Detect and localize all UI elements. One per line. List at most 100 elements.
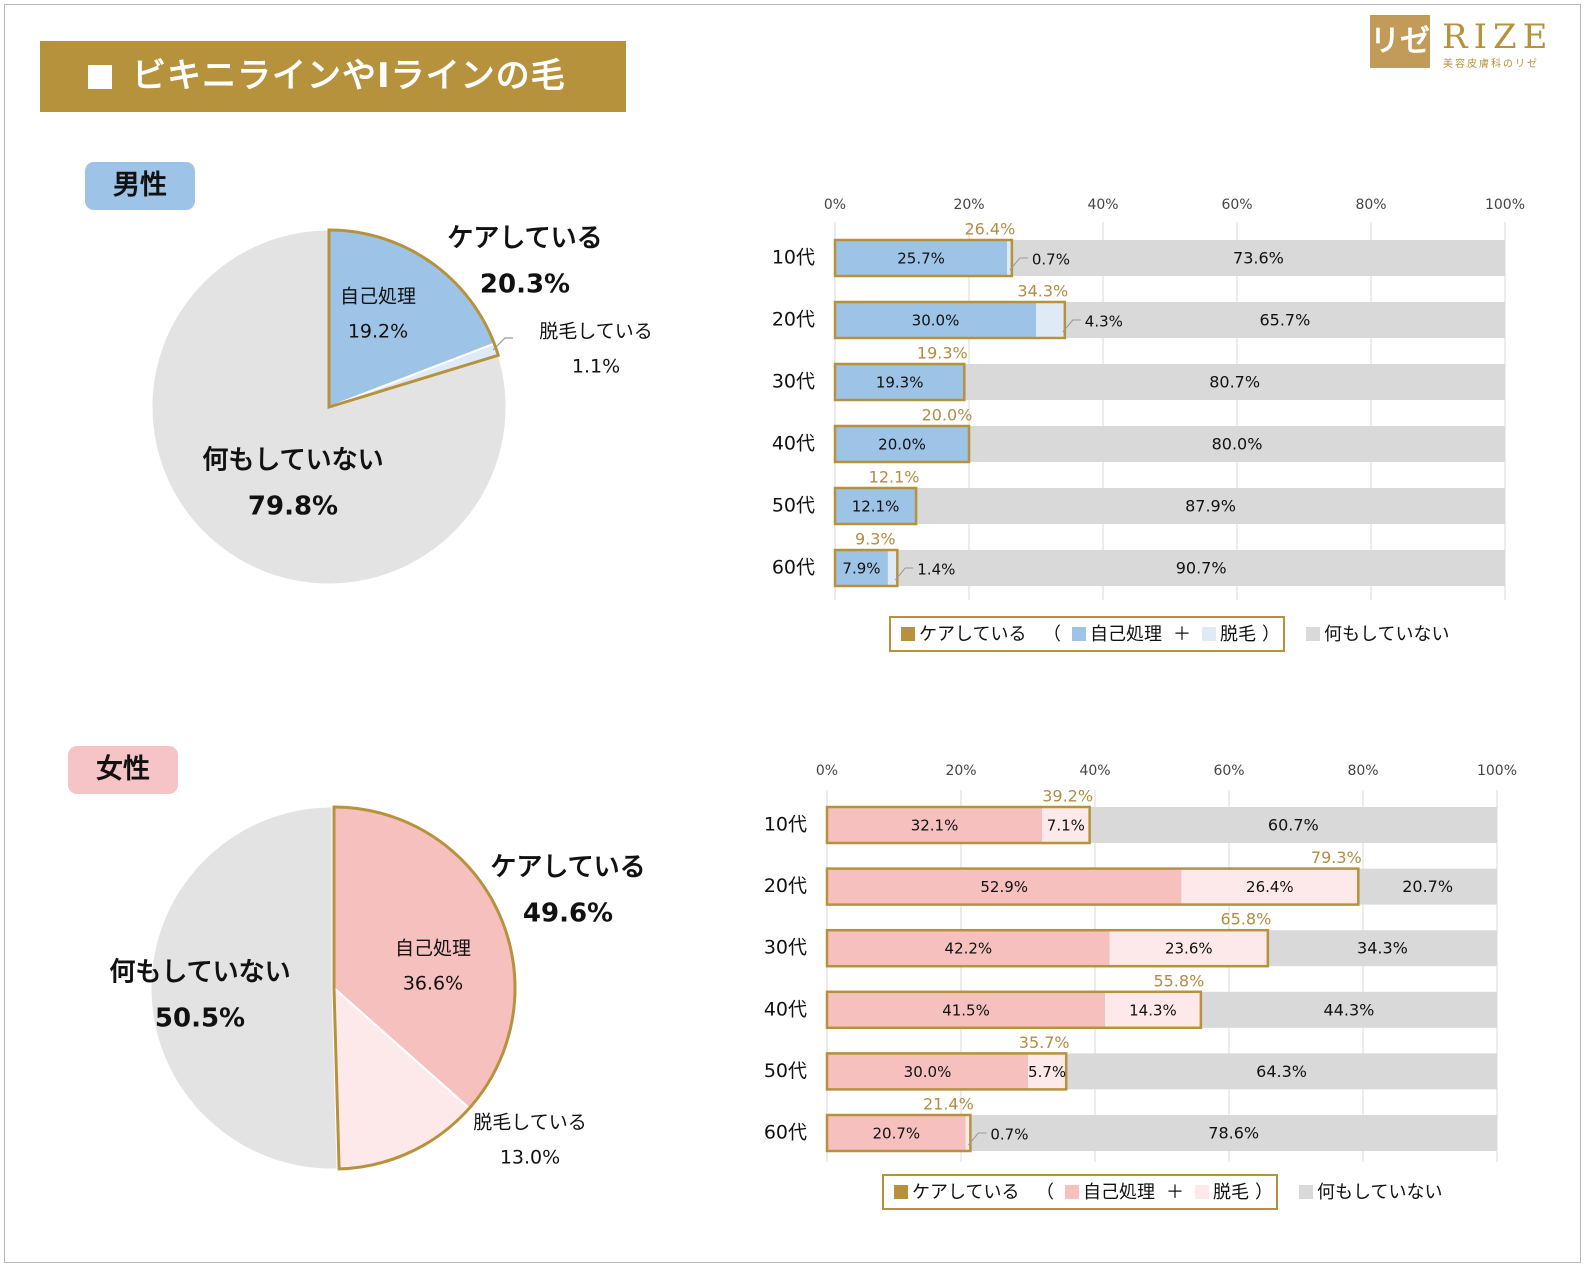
- female-bar-bar-removal: [1105, 991, 1201, 1028]
- female-bar-legend-self-label: 自己処理: [1083, 1182, 1155, 1203]
- male-pie-care-label: ケアしている: [447, 224, 602, 254]
- male-bar-bar-removal: [1036, 302, 1065, 338]
- female-bar-removal-value: 0.7%: [990, 1126, 1028, 1144]
- female-bar-legend-care-box: [882, 1174, 1278, 1210]
- female-bar-removal-value: 7.1%: [1047, 817, 1085, 835]
- female-bar-removal-value: 5.7%: [1028, 1063, 1066, 1081]
- male-bar-bar-care-outline: [833, 486, 918, 526]
- female-bar-self-value: 41.5%: [942, 1001, 990, 1019]
- female-bar-self-value: 32.1%: [911, 817, 959, 835]
- female-bar-legend-care-swatch: [894, 1185, 908, 1199]
- male-bar-legend-none-label: 何もしていない: [1324, 624, 1449, 645]
- female-bar-bar-none: [970, 1115, 1497, 1151]
- male-bar-removal-leader-line: [1009, 257, 1028, 271]
- female-bar-bar-self: [827, 868, 1182, 905]
- male-bar-bar-care-outline: [833, 424, 971, 464]
- male-pie-self-label: 自己処理: [340, 286, 416, 308]
- female-bar-self-value: 42.2%: [945, 940, 993, 958]
- female-bar-bar-removal: [1042, 807, 1090, 843]
- female-bar-none-value: 44.3%: [1324, 1000, 1375, 1019]
- female-bar-legend-none-label: 何もしていない: [1317, 1182, 1442, 1203]
- male-bar-legend-plus: ＋: [1173, 624, 1191, 645]
- male-bar-bar-none: [1011, 240, 1505, 276]
- female-bar-removal-value: 14.3%: [1129, 1001, 1177, 1019]
- female-bar-x-tick: 60%: [1213, 763, 1244, 779]
- female-bar-bar-self: [827, 1053, 1028, 1090]
- female-bar-none-value: 20.7%: [1402, 877, 1453, 896]
- male-bar-none-value: 65.7%: [1259, 311, 1310, 330]
- male-bar-category-label: 20代: [772, 309, 815, 331]
- female-bar-care-total: 39.2%: [1042, 787, 1093, 806]
- male-bar-removal-leader-line: [894, 567, 914, 581]
- male-bar-bar-self: [835, 364, 965, 400]
- male-bar-legend-removal-swatch: [1202, 627, 1216, 641]
- male-bar-bar-none: [964, 364, 1505, 400]
- female-bar-none-value: 34.3%: [1357, 939, 1408, 958]
- female-bar-x-tick: 0%: [816, 763, 838, 779]
- female-bar-bar-self: [827, 807, 1043, 843]
- male-bar-bar-none: [1064, 302, 1505, 338]
- male-bar-self-value: 7.9%: [842, 560, 880, 578]
- male-bar-bar-self: [835, 426, 969, 462]
- male-bar-removal-leader-line: [1062, 319, 1081, 333]
- male-bar-x-tick: 20%: [953, 197, 984, 213]
- female-bar-care-total: 21.4%: [923, 1095, 974, 1114]
- male-bar-bar-removal: [1007, 240, 1012, 276]
- male-bar-bar-self: [835, 488, 917, 524]
- female-bar-legend-paren-close: ）: [1255, 1182, 1273, 1203]
- female-bar-category-label: 10代: [764, 814, 807, 836]
- female-pie-none-label: 何もしていない: [109, 958, 290, 988]
- male-bar-care-total: 26.4%: [964, 220, 1015, 239]
- male-bar-legend-care-swatch: [901, 627, 915, 641]
- male-bar-none-value: 87.9%: [1185, 497, 1236, 516]
- male-bar-none-value: 90.7%: [1176, 559, 1227, 578]
- figure-frame: [4, 4, 1581, 1263]
- female-bar-bar-removal: [1109, 930, 1268, 967]
- female-bar-category-label: 30代: [764, 937, 807, 959]
- male-bar-care-total: 12.1%: [869, 468, 920, 487]
- female-pie-removal-value: 13.0%: [500, 1147, 560, 1169]
- female-pie-care-label: ケアしている: [490, 853, 645, 883]
- female-pie-self-value: 36.6%: [403, 973, 463, 995]
- female-bar-removal-value: 23.6%: [1165, 940, 1213, 958]
- male-pie-care-outline: [327, 228, 501, 410]
- male-bar-category-label: 50代: [772, 495, 815, 517]
- female-bar-category-label: 60代: [764, 1122, 807, 1144]
- female-bar-x-tick: 40%: [1079, 763, 1110, 779]
- male-pie-none-label: 何もしていない: [202, 446, 383, 476]
- male-bar-care-total: 34.3%: [1017, 282, 1068, 301]
- female-pie-none-value: 50.5%: [155, 1004, 245, 1034]
- female-bar-bar-care-outline: [825, 928, 1270, 968]
- male-bar-bar-none: [897, 550, 1505, 586]
- square-bullet-icon: [88, 65, 112, 89]
- male-bar-legend-removal-label: 脱毛: [1220, 624, 1256, 645]
- female-bar-self-value: 52.9%: [980, 878, 1028, 896]
- male-bar-care-total: 20.0%: [922, 406, 973, 425]
- female-bar-bar-care-outline: [825, 1113, 972, 1153]
- male-bar-self-value: 30.0%: [912, 312, 960, 330]
- male-bar-x-tick: 60%: [1221, 197, 1252, 213]
- female-panel-label: 女性: [68, 746, 178, 794]
- female-bar-none-value: 60.7%: [1268, 816, 1319, 835]
- male-bar-x-tick: 80%: [1355, 197, 1386, 213]
- female-bar-category-label: 40代: [764, 998, 807, 1020]
- male-bar-bar-self: [835, 302, 1036, 338]
- female-bar-none-value: 64.3%: [1256, 1062, 1307, 1081]
- male-bar-legend-care-box: [889, 616, 1285, 652]
- female-bar-bar-none: [1200, 991, 1497, 1028]
- male-bar-bar-care-outline: [833, 548, 899, 588]
- male-bar-x-tick: 0%: [824, 197, 846, 213]
- female-bar-x-tick: 20%: [945, 763, 976, 779]
- female-pie-removal-label: 脱毛している: [473, 1112, 586, 1134]
- male-bar-self-value: 20.0%: [878, 436, 926, 454]
- female-bar-category-label: 50代: [764, 1060, 807, 1082]
- male-bar-legend-self-label: 自己処理: [1090, 624, 1162, 645]
- female-bar-x-tick: 80%: [1347, 763, 1378, 779]
- male-bar-self-value: 25.7%: [897, 250, 945, 268]
- male-bar-x-tick: 100%: [1485, 197, 1525, 213]
- male-bar-none-value: 73.6%: [1233, 249, 1284, 268]
- female-bar-bar-none: [1089, 807, 1497, 843]
- male-bar-self-value: 19.3%: [876, 374, 924, 392]
- male-bar-x-tick: 40%: [1087, 197, 1118, 213]
